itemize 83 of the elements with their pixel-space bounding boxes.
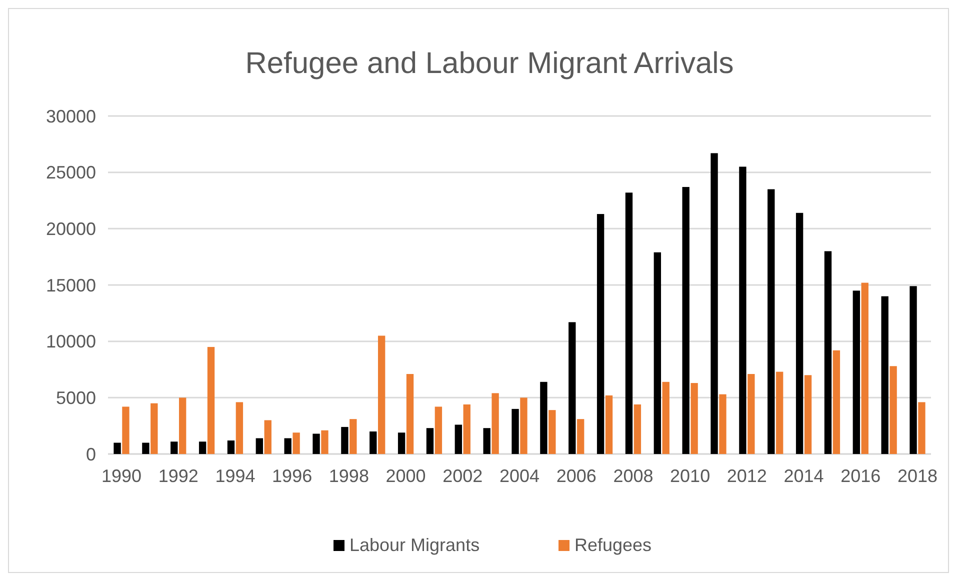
bar [804,375,812,454]
x-tick-label: 2010 [670,466,710,486]
x-tick-label: 2000 [386,466,426,486]
bar [350,419,357,454]
bar [321,430,328,454]
bar [406,374,414,454]
bar [198,442,206,454]
bar [341,426,348,454]
x-tick-label: 2002 [442,466,483,486]
bar [662,382,670,454]
bar [824,251,832,454]
x-tick-label: 2016 [840,466,881,486]
bar [236,402,244,454]
bar [284,438,292,454]
bar [852,290,860,454]
legend-label: Refugees [574,535,652,555]
bar [832,350,840,454]
y-tick-label: 5000 [56,388,96,408]
bar [292,432,300,454]
bar [398,432,406,454]
bar [890,366,897,454]
x-tick-label: 2012 [726,466,767,486]
bar [625,192,633,454]
x-tick-label: 1998 [328,466,369,486]
x-tick-label: 1996 [272,466,312,486]
bar [568,322,576,454]
bar [768,189,775,454]
bar [142,442,150,454]
bar [463,404,470,454]
legend-label: Labour Migrants [350,535,480,555]
y-tick-label: 25000 [46,162,96,183]
x-tick-label: 2004 [499,466,540,486]
bar [548,410,556,454]
bar [776,372,784,454]
y-tick-label: 15000 [46,275,96,296]
bar [492,393,499,454]
chart-title: Refugee and Labour Migrant Arrivals [245,47,734,80]
bar [434,406,442,454]
bar [634,404,642,454]
x-tick-label: 1990 [101,466,142,486]
x-tick-label: 2006 [556,466,596,486]
x-tick-label: 2014 [784,466,824,486]
y-tick-label: 30000 [46,106,96,126]
x-tick-label: 1992 [158,466,198,486]
bar [227,440,235,454]
bar [719,394,726,454]
bar [710,153,718,454]
bar [796,212,804,454]
bar [122,406,130,454]
bar [576,419,584,454]
bar [596,214,604,454]
bar [256,438,264,454]
bar [682,186,690,454]
bar [520,398,528,454]
bar [748,374,755,454]
bar [426,428,434,454]
bar [654,252,662,454]
bar [264,420,272,454]
bar [540,382,548,454]
bar [114,442,121,454]
bar [605,395,613,454]
bar [150,403,158,454]
bar [910,286,917,454]
bar [170,442,178,454]
y-tick-label: 20000 [46,218,96,239]
bar [454,424,462,454]
bar [739,166,746,454]
bar [690,383,698,454]
bar [483,428,490,454]
bar [881,296,888,454]
bar [512,408,519,454]
x-tick-label: 1994 [215,466,256,486]
bar [370,431,377,454]
x-tick-label: 2018 [897,466,938,486]
bar [178,398,186,454]
bar [378,336,386,454]
bar [918,402,926,454]
bar [861,282,868,454]
bar [207,346,215,454]
y-tick-label: 0 [86,444,96,464]
bar [312,434,320,454]
y-tick-label: 10000 [46,332,96,352]
x-tick-label: 2008 [613,466,654,486]
